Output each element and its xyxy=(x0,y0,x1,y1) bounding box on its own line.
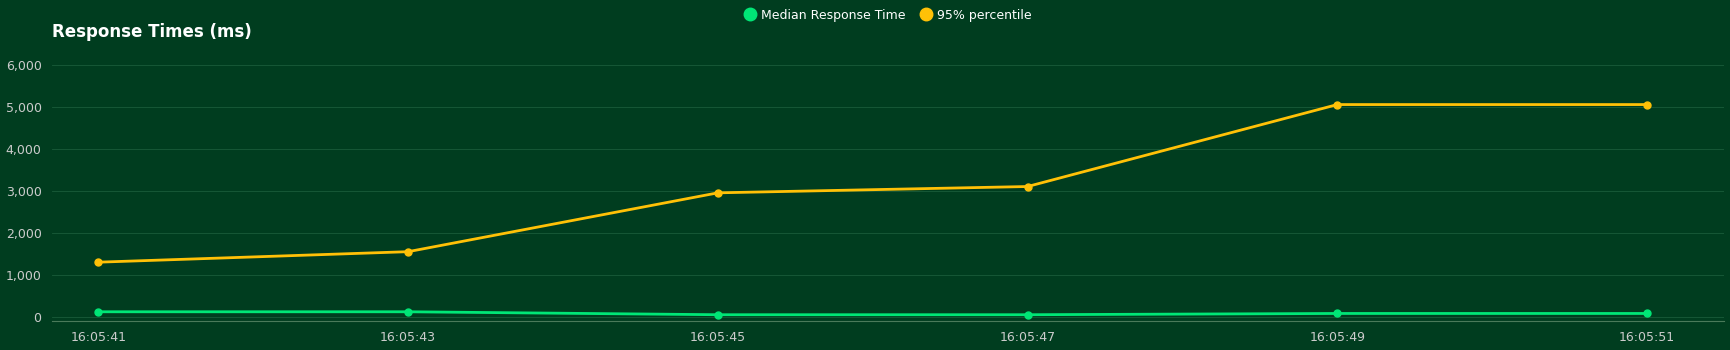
Median Response Time xyxy=(398,310,419,314)
95% percentile xyxy=(1017,184,1038,189)
Legend: Median Response Time, 95% percentile: Median Response Time, 95% percentile xyxy=(740,5,1035,26)
Median Response Time xyxy=(88,310,109,314)
Line: 95% percentile: 95% percentile xyxy=(95,101,1650,266)
Median Response Time xyxy=(708,313,728,317)
95% percentile xyxy=(398,250,419,254)
Median Response Time xyxy=(1017,313,1038,317)
95% percentile xyxy=(1637,103,1657,107)
95% percentile xyxy=(1327,103,1348,107)
Line: Median Response Time: Median Response Time xyxy=(95,308,1650,318)
Median Response Time xyxy=(1637,312,1657,316)
95% percentile xyxy=(88,260,109,264)
Text: Response Times (ms): Response Times (ms) xyxy=(52,23,253,41)
95% percentile xyxy=(708,191,728,195)
Median Response Time xyxy=(1327,312,1348,316)
